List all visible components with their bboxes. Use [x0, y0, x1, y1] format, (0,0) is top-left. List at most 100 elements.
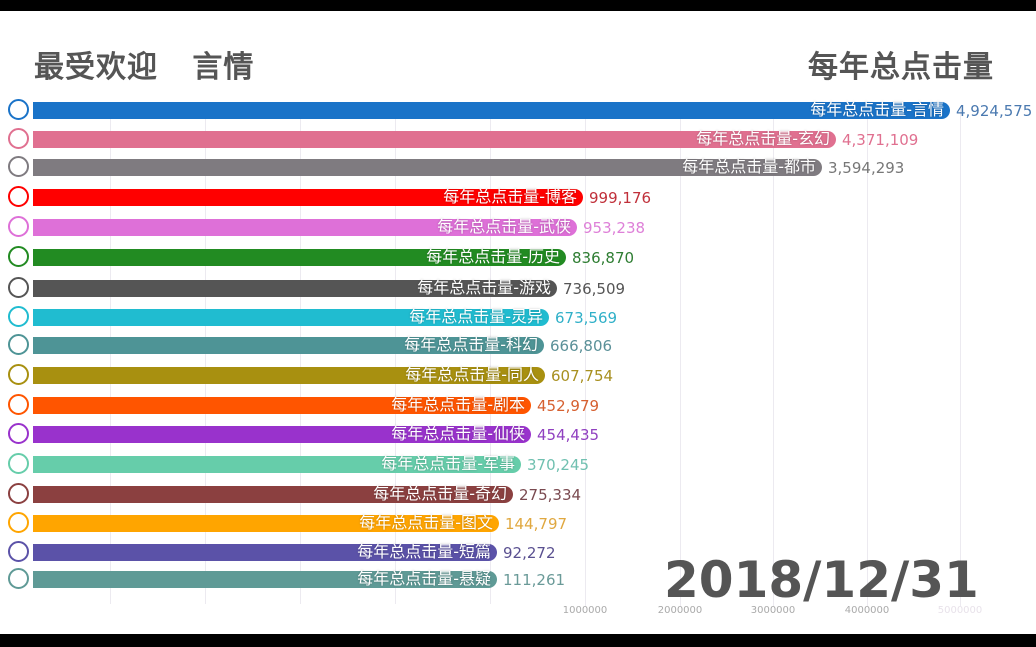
bar-value: 607,754 — [551, 367, 614, 385]
bar-row: 每年总点击量-言情 4,924,575 — [0, 99, 1036, 123]
x-tick-label: 4000000 — [844, 605, 890, 616]
bar: 每年总点击量-玄幻 — [33, 129, 836, 148]
bar-value: 111,261 — [503, 571, 566, 589]
bar: 每年总点击量-言情 — [33, 100, 950, 119]
bar-label: 每年总点击量-都市 — [682, 157, 816, 176]
x-tick-label: 3000000 — [750, 605, 796, 616]
circle-marker-icon — [8, 186, 29, 207]
bar-value: 3,594,293 — [828, 159, 905, 177]
bar-value: 666,806 — [550, 337, 613, 355]
bar-label: 每年总点击量-玄幻 — [696, 129, 830, 148]
gridline — [585, 106, 586, 606]
bar-label: 每年总点击量-悬疑 — [357, 569, 491, 588]
circle-marker-icon — [8, 453, 29, 474]
bar-label: 每年总点击量-游戏 — [417, 278, 551, 297]
bar-value: 736,509 — [563, 280, 626, 298]
bar-row: 每年总点击量-都市 3,594,293 — [0, 156, 1036, 180]
bar-value: 454,435 — [537, 426, 600, 444]
bar-row: 每年总点击量-图文 144,797 — [0, 512, 1036, 536]
bar-value: 673,569 — [555, 309, 618, 327]
bar: 每年总点击量-仙侠 — [33, 424, 531, 443]
bar-row: 每年总点击量-历史 836,870 — [0, 246, 1036, 270]
circle-marker-icon — [8, 394, 29, 415]
circle-marker-icon — [8, 541, 29, 562]
gridline — [773, 106, 774, 606]
bar-label: 每年总点击量-同人 — [405, 365, 539, 384]
bar-label: 每年总点击量-武侠 — [437, 217, 571, 236]
circle-marker-icon — [8, 156, 29, 177]
gridline — [395, 106, 396, 604]
bar: 每年总点击量-历史 — [33, 247, 566, 266]
chart-subtitle: 每年总点击量 — [808, 50, 994, 85]
bar: 每年总点击量-短篇 — [33, 542, 497, 561]
circle-marker-icon — [8, 334, 29, 355]
bar-label: 每年总点击量-灵异 — [409, 307, 543, 326]
bar: 每年总点击量-武侠 — [33, 217, 577, 236]
circle-marker-icon — [8, 216, 29, 237]
bar-value: 144,797 — [505, 515, 568, 533]
date-label: 2018/12/31 — [664, 551, 979, 609]
circle-marker-icon — [8, 277, 29, 298]
bar-label: 每年总点击量-军事 — [381, 454, 515, 473]
bar-label: 每年总点击量-剧本 — [391, 395, 525, 414]
bar-row: 每年总点击量-灵异 673,569 — [0, 306, 1036, 330]
bar-value: 953,238 — [583, 219, 646, 237]
gridline — [680, 106, 681, 606]
bar-row: 每年总点击量-科幻 666,806 — [0, 334, 1036, 358]
bar: 每年总点击量-奇幻 — [33, 484, 513, 503]
x-tick-label: 5000000 — [937, 605, 983, 616]
bar-value: 4,924,575 — [956, 102, 1033, 120]
gridline — [205, 106, 206, 604]
circle-marker-icon — [8, 364, 29, 385]
bar-label: 每年总点击量-言情 — [810, 100, 944, 119]
circle-marker-icon — [8, 423, 29, 444]
bar-row: 每年总点击量-博客 999,176 — [0, 186, 1036, 210]
circle-marker-icon — [8, 128, 29, 149]
x-tick-label: 2000000 — [657, 605, 703, 616]
bar-label: 每年总点击量-短篇 — [357, 542, 491, 561]
gridline — [867, 106, 868, 606]
bar: 每年总点击量-剧本 — [33, 395, 531, 414]
gridline — [110, 106, 111, 604]
bar-label: 每年总点击量-科幻 — [404, 335, 538, 354]
bar-value: 4,371,109 — [842, 131, 919, 149]
bar-value: 275,334 — [519, 486, 582, 504]
x-tick-label: 1000000 — [562, 605, 608, 616]
bar-label: 每年总点击量-图文 — [359, 513, 493, 532]
bar: 每年总点击量-悬疑 — [33, 569, 497, 588]
bar-label: 每年总点击量-博客 — [443, 187, 577, 206]
circle-marker-icon — [8, 568, 29, 589]
bar-row: 每年总点击量-武侠 953,238 — [0, 216, 1036, 240]
bar-row: 每年总点击量-军事 370,245 — [0, 453, 1036, 477]
gridline — [490, 106, 491, 604]
bar-value: 999,176 — [589, 189, 652, 207]
circle-marker-icon — [8, 306, 29, 327]
bar-row: 每年总点击量-同人 607,754 — [0, 364, 1036, 388]
bar: 每年总点击量-科幻 — [33, 335, 544, 354]
bar: 每年总点击量-图文 — [33, 513, 499, 532]
bar-row: 每年总点击量-游戏 736,509 — [0, 277, 1036, 301]
bar: 每年总点击量-灵异 — [33, 307, 549, 326]
bar-label: 每年总点击量-历史 — [426, 247, 560, 266]
bar-label: 每年总点击量-仙侠 — [391, 424, 525, 443]
circle-marker-icon — [8, 99, 29, 120]
chart-canvas: 最受欢迎 言情 每年总点击量 1000000 2000000 3000000 4000… — [0, 11, 1036, 634]
bar-row: 每年总点击量-短篇 92,272 — [0, 541, 1036, 565]
circle-marker-icon — [8, 512, 29, 533]
bar-row: 每年总点击量-奇幻 275,334 — [0, 483, 1036, 507]
gridline — [300, 106, 301, 604]
bar: 每年总点击量-同人 — [33, 365, 545, 384]
chart-title: 最受欢迎 言情 — [34, 50, 255, 85]
gridline — [960, 106, 961, 606]
bar: 每年总点击量-都市 — [33, 157, 822, 176]
bar: 每年总点击量-游戏 — [33, 278, 557, 297]
bar-value: 370,245 — [527, 456, 590, 474]
bar-row: 每年总点击量-悬疑 111,261 — [0, 568, 1036, 592]
bar-row: 每年总点击量-仙侠 454,435 — [0, 423, 1036, 447]
bar-value: 92,272 — [503, 544, 556, 562]
bar: 每年总点击量-军事 — [33, 454, 521, 473]
bar-row: 每年总点击量-玄幻 4,371,109 — [0, 128, 1036, 152]
circle-marker-icon — [8, 483, 29, 504]
bar-value: 836,870 — [572, 249, 635, 267]
bar: 每年总点击量-博客 — [33, 187, 583, 206]
